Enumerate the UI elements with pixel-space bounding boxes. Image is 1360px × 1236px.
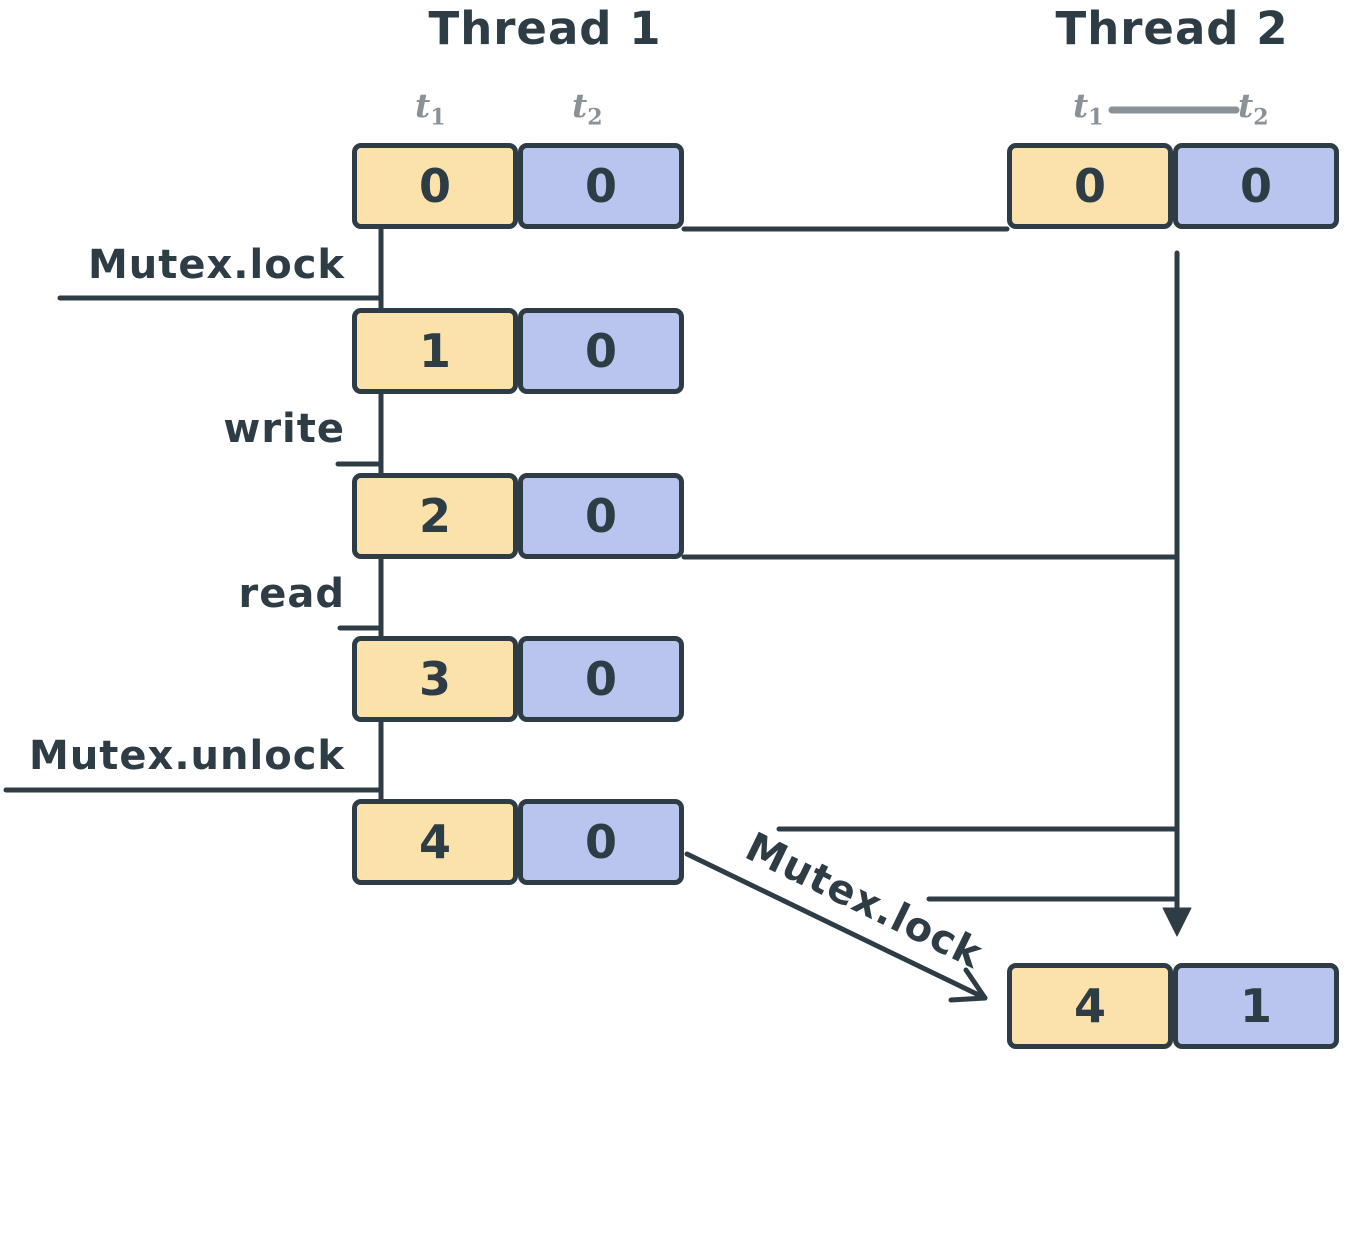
clock-cell: 0 bbox=[518, 143, 684, 229]
clock-cell: 4 bbox=[1007, 963, 1173, 1049]
mutex-lock-arrow bbox=[684, 851, 988, 1001]
event-label-mutex-lock: Mutex.lock bbox=[87, 242, 345, 288]
thread2-t2-label: t2 bbox=[1238, 86, 1269, 131]
arrowhead-icon bbox=[1162, 907, 1192, 937]
clock-cell: 0 bbox=[1173, 143, 1339, 229]
event-label-write: write bbox=[223, 406, 345, 452]
clock-cell: 0 bbox=[518, 636, 684, 722]
thread1-t2-label: t2 bbox=[572, 86, 603, 131]
clock-cell: 3 bbox=[352, 636, 518, 722]
clock-cell: 0 bbox=[518, 473, 684, 559]
thread2-title: Thread 2 bbox=[1055, 2, 1289, 55]
clock-cell: 1 bbox=[352, 308, 518, 394]
clock-cell: 4 bbox=[352, 799, 518, 885]
arrowhead-icon bbox=[948, 967, 988, 1003]
event-label-read: read bbox=[238, 571, 345, 617]
clock-cell: 0 bbox=[352, 143, 518, 229]
clock-cell: 0 bbox=[518, 799, 684, 885]
thread1-title: Thread 1 bbox=[428, 2, 662, 55]
clock-cell: 0 bbox=[1007, 143, 1173, 229]
clock-cell: 1 bbox=[1173, 963, 1339, 1049]
event-label-mutex-unlock: Mutex.unlock bbox=[29, 733, 345, 779]
thread1-t1-label: t1 bbox=[415, 86, 446, 131]
clock-cell: 0 bbox=[518, 308, 684, 394]
thread2-t1-label: t1 bbox=[1073, 86, 1104, 131]
clock-cell: 2 bbox=[352, 473, 518, 559]
